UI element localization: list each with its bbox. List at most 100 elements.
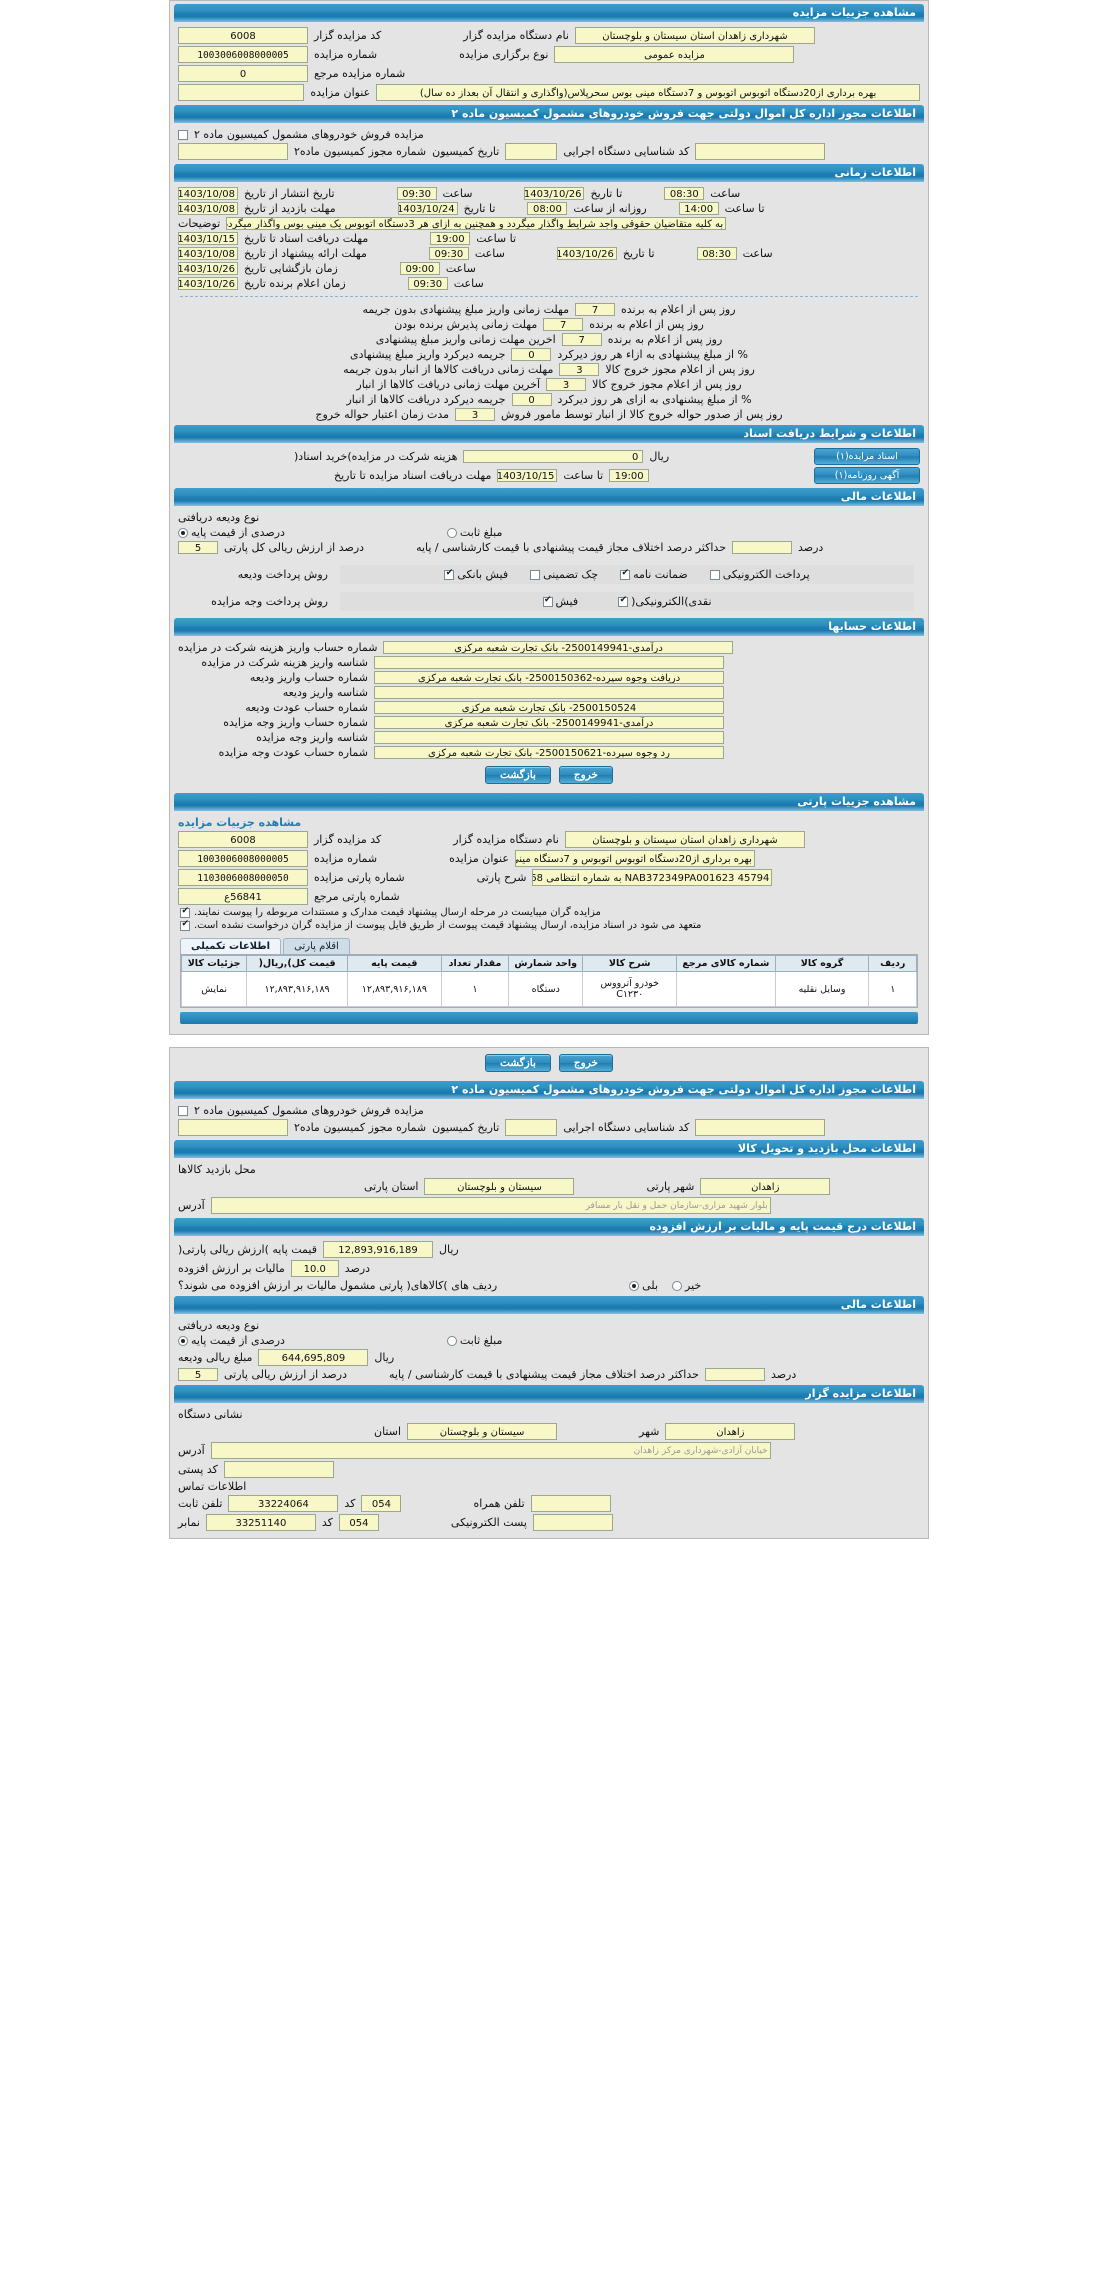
percent-base-option[interactable]: درصدی از قیمت پایه (178, 526, 285, 539)
maxdiff-field[interactable] (732, 541, 792, 554)
exec-id-field-2[interactable] (695, 1119, 826, 1136)
mobile-field[interactable] (530, 1495, 611, 1512)
visit-date-field[interactable]: 1403/10/08 (178, 202, 238, 215)
fixed-amount-option-2[interactable]: مبلغ ثابت (446, 1334, 502, 1347)
auction-docs-button[interactable]: اسناد مزایده(۱) (814, 448, 920, 465)
commission-date-field-2[interactable] (505, 1119, 558, 1136)
phone-field[interactable]: 33224064 (228, 1495, 339, 1512)
term-value-field[interactable]: 3 (546, 378, 587, 391)
maxdiff-field-2[interactable] (704, 1368, 765, 1381)
party-ref-field[interactable]: 56841ع (178, 888, 308, 905)
party-desc-field[interactable]: NAB372349PA001623 45794 به شماره انتظامی… (532, 869, 773, 886)
account-value-field[interactable]: درآمدی-2500149941- بانک تجارت شعبه مرکزی (383, 641, 734, 654)
pay-method-receipt[interactable]: فیش بانکی (444, 568, 508, 581)
account-value-field[interactable]: درآمدی-2500149941- بانک تجارت شعبه مرکزی (374, 716, 724, 729)
term-value-field[interactable]: 7 (543, 318, 584, 331)
party-city-field[interactable]: زاهدان (700, 1178, 831, 1195)
proposal-to-field[interactable]: 1403/10/26 (556, 247, 617, 260)
auction-pay-cash[interactable]: نقدی)الکترونیکی( (618, 595, 712, 608)
winner-date-field[interactable]: 1403/10/26 (178, 277, 238, 290)
auction-pay-cash-checkbox[interactable] (618, 595, 629, 607)
visit-daily-field[interactable]: 08:00 (527, 202, 568, 215)
term-value-field[interactable]: 0 (511, 348, 552, 361)
pay-method-receipt-checkbox[interactable] (444, 568, 455, 580)
email-field[interactable] (532, 1514, 613, 1531)
percent-base-radio-2[interactable] (178, 1335, 188, 1346)
pay-method-check[interactable]: چک تضمینی (530, 568, 598, 581)
party-address-field[interactable]: بلوار شهید مزاری-سازمان حمل و نقل بار مس… (210, 1197, 771, 1214)
pay-method-guarantee-checkbox[interactable] (620, 568, 631, 580)
party-no-field[interactable]: 1103006008000050 (178, 869, 308, 886)
tab-party-items[interactable]: اقلام پارتی (283, 938, 350, 954)
newspaper-ad-button[interactable]: آگهی روزنامه(۱) (814, 467, 920, 484)
pay-method-electronic[interactable]: پرداخت الکترونیکی (709, 568, 810, 581)
account-value-field[interactable] (374, 656, 724, 669)
org-name-field[interactable]: شهرداری زاهدان استان سیستان و بلوچستان (574, 27, 815, 44)
permit-no-field-2[interactable] (178, 1119, 288, 1136)
account-value-field[interactable] (374, 731, 724, 744)
term-value-field[interactable]: 7 (561, 333, 602, 346)
permit-no-field[interactable] (178, 143, 288, 160)
auction-pay-receipt[interactable]: فیش (542, 595, 578, 608)
tab-additional-info[interactable]: اطلاعات تکمیلی (180, 938, 282, 954)
term-value-field[interactable]: 7 (575, 303, 615, 316)
winner-time-field[interactable]: 09:30 (407, 277, 448, 290)
deposit-percent-field-2[interactable]: 5 (178, 1368, 218, 1381)
account-value-field[interactable]: 2500150524- بانک تجارت شعبه مرکزی (374, 701, 724, 714)
fixed-amount-radio-2[interactable] (446, 1335, 457, 1346)
publish-end-time-field[interactable]: 08:30 (664, 187, 705, 200)
deposit-percent-field[interactable]: 5 (178, 541, 218, 554)
permit-checkbox[interactable] (178, 129, 188, 140)
party-province-field[interactable]: سیستان و بلوچستان (424, 1178, 575, 1195)
vat-no-radio[interactable] (672, 1280, 683, 1291)
org-city-field[interactable]: زاهدان (665, 1423, 796, 1440)
org-province-field[interactable]: سیستان و بلوچستان (407, 1423, 558, 1440)
party-org-field[interactable]: شهرداری زاهدان استان سیستان و بلوچستان (564, 831, 805, 848)
auction-subject-field[interactable]: بهره برداری از20دستگاه اتوبوس اتوبوس و 7… (376, 84, 920, 101)
publish-to-field[interactable]: 1403/10/26 (524, 187, 585, 200)
vat-option-yes[interactable]: بلی (629, 1279, 658, 1292)
auction-pay-receipt-checkbox[interactable] (542, 595, 553, 607)
back-button-2[interactable]: بازگشت (485, 1054, 551, 1072)
proposal-date-field[interactable]: 1403/10/08 (178, 247, 238, 260)
percent-base-option-2[interactable]: درصدی از قیمت پایه (178, 1334, 285, 1347)
pay-method-electronic-checkbox[interactable] (709, 569, 720, 580)
account-value-field[interactable]: دریافت وجوه سپرده-2500150362- بانک تجارت… (374, 671, 724, 684)
ref-number-field[interactable]: 0 (178, 65, 308, 82)
docs-deadline-time-field[interactable]: 19:00 (609, 469, 650, 482)
fixed-amount-option[interactable]: مبلغ ثابت (446, 526, 502, 539)
opening-time-field[interactable]: 09:00 (399, 262, 440, 275)
postal-code-field[interactable] (223, 1461, 334, 1478)
fax-field[interactable]: 33251140 (205, 1514, 316, 1531)
commission-date-field[interactable] (505, 143, 558, 160)
auction-title-code-field[interactable] (178, 84, 305, 101)
auction-number-field[interactable]: 1003006008000005 (178, 46, 308, 63)
party-code-field[interactable]: 6008 (178, 831, 308, 848)
exit-button-2[interactable]: خروج (558, 1054, 614, 1072)
permit-checkbox-2[interactable] (178, 1105, 188, 1116)
exit-button[interactable]: خروج (558, 766, 614, 784)
back-button[interactable]: بازگشت (485, 766, 551, 784)
doc-deadline-date-field[interactable]: 1403/10/15 (178, 232, 238, 245)
term-value-field[interactable]: 3 (455, 408, 496, 421)
phone-code-field[interactable]: 054 (361, 1495, 402, 1512)
fixed-amount-radio[interactable] (446, 527, 457, 538)
participation-fee-field[interactable]: 0 (463, 450, 644, 463)
pay-method-guarantee[interactable]: ضمانت نامه (620, 568, 688, 581)
vat-yes-radio[interactable] (629, 1280, 640, 1291)
publish-date-field[interactable]: 1403/10/08 (178, 187, 238, 200)
party-number-field[interactable]: 1003006008000005 (178, 850, 308, 867)
vat-option-no[interactable]: خیر (672, 1279, 701, 1292)
exec-id-field[interactable] (695, 143, 826, 160)
percent-base-radio[interactable] (178, 527, 188, 538)
account-value-field[interactable] (374, 686, 724, 699)
proposal-end-time-field[interactable]: 08:30 (696, 247, 737, 260)
party-note-2-checkbox[interactable] (180, 919, 190, 931)
doc-deadline-time-field[interactable]: 19:00 (430, 232, 471, 245)
cell-details-link[interactable]: نمایش (180, 971, 248, 1007)
account-value-field[interactable]: رد وجوه سپرده-2500150621- بانک تجارت شعب… (374, 746, 724, 759)
party-auction-title-field[interactable]: بهره برداری از20دستگاه اتوبوس اتوبوس و 7… (514, 850, 755, 867)
term-value-field[interactable]: 3 (559, 363, 600, 376)
opening-date-field[interactable]: 1403/10/26 (178, 262, 238, 275)
fax-code-field[interactable]: 054 (338, 1514, 379, 1531)
